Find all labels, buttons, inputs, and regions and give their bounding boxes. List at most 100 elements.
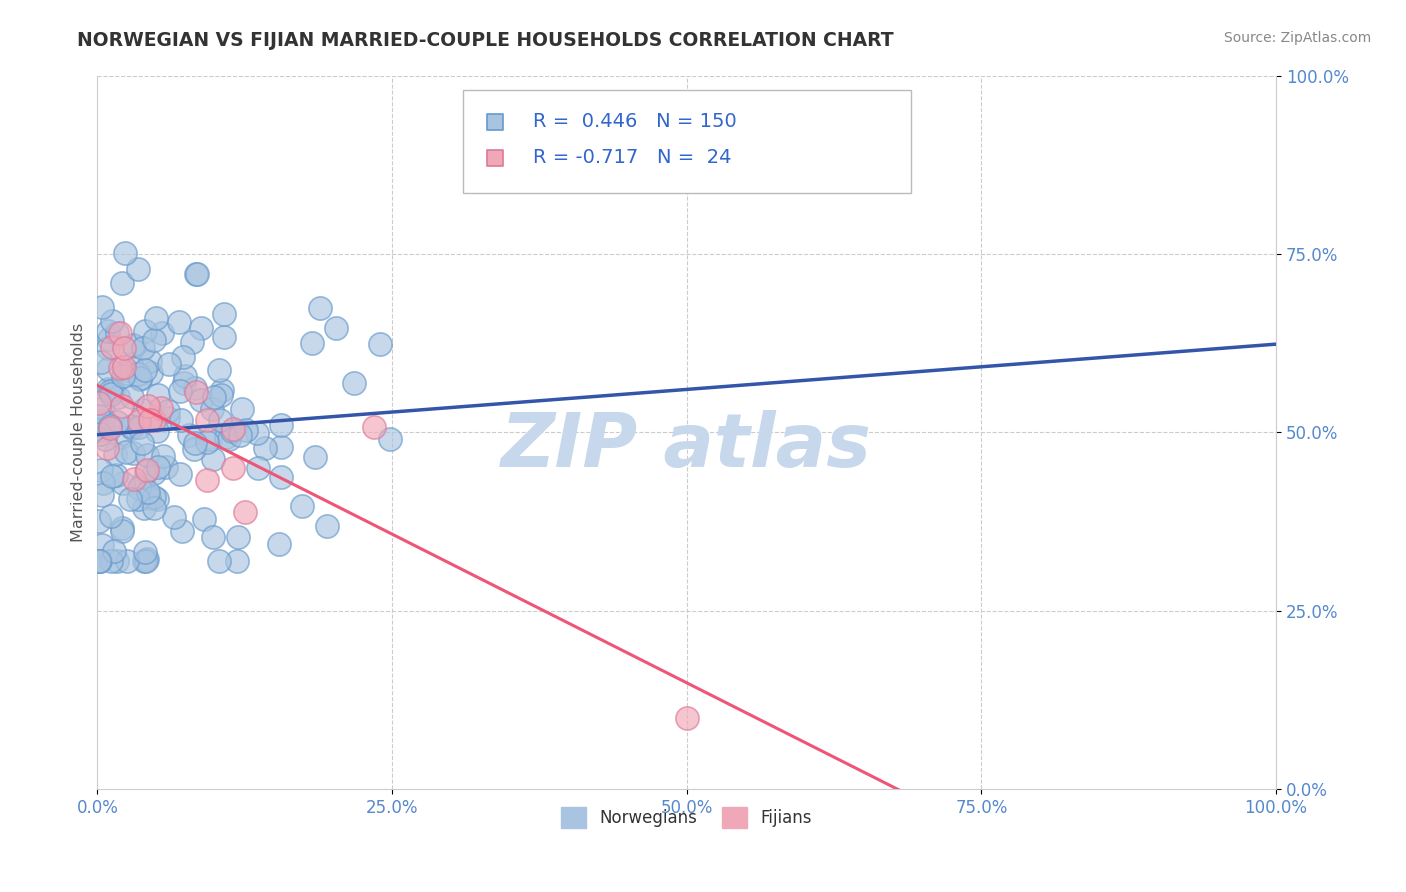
Point — [128, 419, 150, 434]
Point — [107, 554, 129, 568]
Point — [225, 554, 247, 568]
Point — [89, 554, 111, 568]
Text: NORWEGIAN VS FIJIAN MARRIED-COUPLE HOUSEHOLDS CORRELATION CHART: NORWEGIAN VS FIJIAN MARRIED-COUPLE HOUSE… — [77, 31, 894, 50]
Point — [93, 423, 115, 437]
Point — [91, 300, 114, 314]
Point — [152, 449, 174, 463]
Point — [143, 490, 166, 504]
Point — [107, 415, 129, 429]
Point — [139, 353, 162, 368]
Point — [152, 326, 174, 340]
Point — [184, 267, 207, 281]
Point — [173, 376, 195, 390]
Point — [221, 424, 243, 438]
Point — [174, 369, 197, 384]
Point — [325, 321, 347, 335]
Point — [96, 441, 118, 455]
Point — [97, 332, 120, 346]
Point — [183, 442, 205, 457]
Point — [112, 341, 135, 355]
Point — [134, 544, 156, 558]
Point — [202, 451, 225, 466]
Point — [121, 421, 143, 435]
Point — [114, 246, 136, 260]
Point — [145, 492, 167, 507]
Point — [114, 445, 136, 459]
Point — [156, 403, 179, 417]
Point — [121, 390, 143, 404]
Point — [131, 435, 153, 450]
Point — [229, 428, 252, 442]
Point — [87, 554, 110, 568]
Point — [105, 326, 128, 340]
Point — [129, 370, 152, 384]
Point — [104, 468, 127, 483]
Point — [104, 447, 127, 461]
Point — [143, 466, 166, 480]
Point — [135, 448, 157, 462]
Point — [128, 481, 150, 495]
Point — [143, 500, 166, 515]
Point — [195, 412, 218, 426]
Point — [110, 430, 132, 444]
Point — [98, 384, 121, 398]
Point — [108, 360, 131, 375]
Point — [378, 432, 401, 446]
Point — [208, 363, 231, 377]
Point — [169, 315, 191, 329]
Point — [231, 402, 253, 417]
Point — [308, 301, 330, 315]
Point — [209, 388, 232, 402]
Point — [98, 418, 121, 433]
Point — [100, 314, 122, 328]
Point — [135, 462, 157, 476]
Point — [150, 401, 173, 415]
Point — [139, 366, 162, 380]
Point — [87, 396, 110, 410]
Point — [122, 446, 145, 460]
Point — [169, 384, 191, 398]
Point — [195, 474, 218, 488]
Point — [145, 310, 167, 325]
Point — [195, 434, 218, 449]
Point — [118, 491, 141, 506]
Point — [107, 391, 129, 405]
Point — [215, 430, 238, 444]
Point — [128, 414, 150, 428]
Point — [103, 544, 125, 558]
Point — [91, 401, 114, 415]
Point — [100, 386, 122, 401]
Point — [120, 419, 142, 434]
Point — [121, 338, 143, 352]
Point — [111, 399, 134, 413]
Point — [212, 307, 235, 321]
Point — [139, 413, 162, 427]
Point — [112, 475, 135, 490]
Point — [129, 371, 152, 385]
Point — [146, 424, 169, 438]
Point — [132, 403, 155, 417]
Point — [134, 362, 156, 376]
Point — [155, 460, 177, 475]
Point — [138, 491, 160, 506]
Point — [208, 412, 231, 426]
Point — [89, 554, 111, 568]
Point — [91, 475, 114, 490]
Y-axis label: Married-couple Households: Married-couple Households — [72, 323, 86, 542]
Point — [136, 552, 159, 566]
Point — [91, 414, 114, 428]
Point — [183, 436, 205, 450]
Point — [100, 420, 122, 434]
Point — [127, 491, 149, 506]
Point — [177, 428, 200, 442]
Text: R =  0.446   N = 150: R = 0.446 N = 150 — [533, 112, 737, 131]
Point — [169, 467, 191, 481]
Point — [148, 459, 170, 474]
Point — [135, 554, 157, 568]
Point — [101, 341, 124, 355]
Point — [97, 382, 120, 396]
Point — [211, 383, 233, 397]
Point — [90, 355, 112, 369]
Point — [212, 330, 235, 344]
Text: R = -0.717   N =  24: R = -0.717 N = 24 — [533, 148, 733, 167]
